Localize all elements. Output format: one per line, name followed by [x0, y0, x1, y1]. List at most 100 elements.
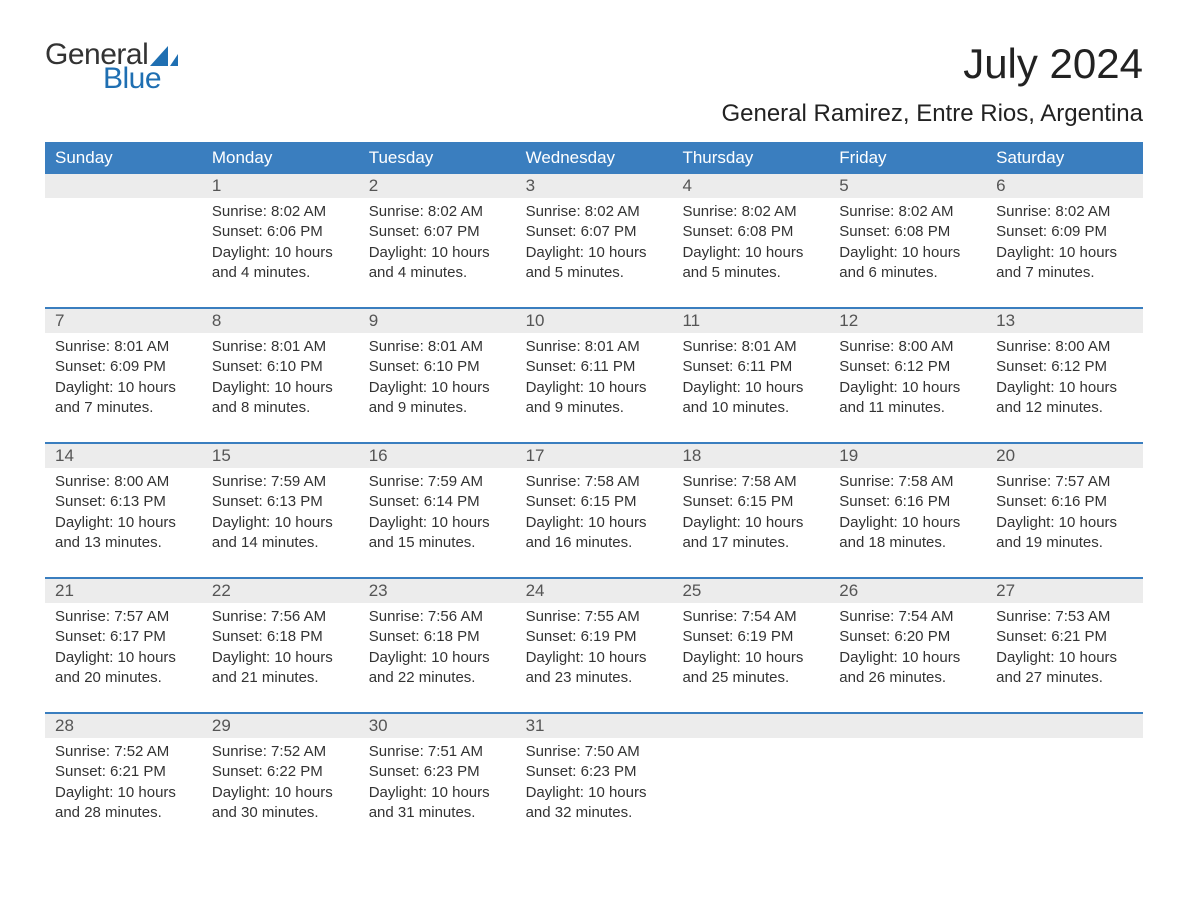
day-sunset: Sunset: 6:10 PM [212, 357, 349, 377]
location: General Ramirez, Entre Rios, Argentina [721, 100, 1143, 128]
day-number-row: 78910111213 [45, 309, 1143, 333]
day-sunrise: Sunrise: 8:02 AM [839, 202, 976, 222]
day-daylight2: and 27 minutes. [996, 668, 1133, 688]
day-sunset: Sunset: 6:07 PM [526, 222, 663, 242]
day-daylight2: and 7 minutes. [996, 263, 1133, 283]
day-daylight2: and 4 minutes. [369, 263, 506, 283]
day-number: 12 [829, 309, 986, 333]
day-daylight2: and 22 minutes. [369, 668, 506, 688]
day-number: 19 [829, 444, 986, 468]
day-daylight1: Daylight: 10 hours [996, 378, 1133, 398]
day-number: 23 [359, 579, 516, 603]
day-details: Sunrise: 8:02 AMSunset: 6:08 PMDaylight:… [829, 198, 986, 283]
day-sunrise: Sunrise: 8:00 AM [996, 337, 1133, 357]
day-daylight1: Daylight: 10 hours [996, 243, 1133, 263]
day-number: 14 [45, 444, 202, 468]
day-sunset: Sunset: 6:12 PM [996, 357, 1133, 377]
day-sunrise: Sunrise: 8:02 AM [212, 202, 349, 222]
day-header: Wednesday [516, 142, 673, 174]
day-number: 16 [359, 444, 516, 468]
header: General Blue July 2024 General Ramirez, … [45, 40, 1143, 128]
day-sunrise: Sunrise: 7:58 AM [839, 472, 976, 492]
day-details: Sunrise: 8:02 AMSunset: 6:07 PMDaylight:… [359, 198, 516, 283]
day-details: Sunrise: 7:56 AMSunset: 6:18 PMDaylight:… [202, 603, 359, 688]
day-number: 28 [45, 714, 202, 738]
day-daylight1: Daylight: 10 hours [526, 243, 663, 263]
day-details: Sunrise: 7:50 AMSunset: 6:23 PMDaylight:… [516, 738, 673, 823]
day-details: Sunrise: 7:58 AMSunset: 6:15 PMDaylight:… [672, 468, 829, 553]
day-details: Sunrise: 7:57 AMSunset: 6:16 PMDaylight:… [986, 468, 1143, 553]
day-sunset: Sunset: 6:13 PM [212, 492, 349, 512]
day-details: Sunrise: 8:01 AMSunset: 6:09 PMDaylight:… [45, 333, 202, 418]
day-daylight2: and 6 minutes. [839, 263, 976, 283]
day-details: Sunrise: 7:52 AMSunset: 6:22 PMDaylight:… [202, 738, 359, 823]
day-details: Sunrise: 7:54 AMSunset: 6:19 PMDaylight:… [672, 603, 829, 688]
day-sunset: Sunset: 6:16 PM [839, 492, 976, 512]
calendar-header-row: Sunday Monday Tuesday Wednesday Thursday… [45, 142, 1143, 174]
day-sunrise: Sunrise: 8:01 AM [55, 337, 192, 357]
day-sunset: Sunset: 6:14 PM [369, 492, 506, 512]
day-number: 18 [672, 444, 829, 468]
day-sunrise: Sunrise: 7:54 AM [839, 607, 976, 627]
logo: General Blue [45, 40, 178, 94]
day-sunset: Sunset: 6:18 PM [369, 627, 506, 647]
day-daylight1: Daylight: 10 hours [212, 378, 349, 398]
day-sunrise: Sunrise: 7:54 AM [682, 607, 819, 627]
day-number-row: 14151617181920 [45, 444, 1143, 468]
day-number: 20 [986, 444, 1143, 468]
day-sunrise: Sunrise: 7:56 AM [369, 607, 506, 627]
day-sunset: Sunset: 6:15 PM [682, 492, 819, 512]
day-daylight2: and 13 minutes. [55, 533, 192, 553]
day-details: Sunrise: 7:54 AMSunset: 6:20 PMDaylight:… [829, 603, 986, 688]
day-number: 21 [45, 579, 202, 603]
day-sunset: Sunset: 6:08 PM [839, 222, 976, 242]
day-daylight1: Daylight: 10 hours [526, 783, 663, 803]
day-details: Sunrise: 7:58 AMSunset: 6:16 PMDaylight:… [829, 468, 986, 553]
day-daylight1: Daylight: 10 hours [839, 648, 976, 668]
day-daylight2: and 21 minutes. [212, 668, 349, 688]
day-daylight1: Daylight: 10 hours [369, 243, 506, 263]
day-details: Sunrise: 7:57 AMSunset: 6:17 PMDaylight:… [45, 603, 202, 688]
day-daylight2: and 23 minutes. [526, 668, 663, 688]
day-daylight1: Daylight: 10 hours [212, 513, 349, 533]
day-details: Sunrise: 7:56 AMSunset: 6:18 PMDaylight:… [359, 603, 516, 688]
day-daylight1: Daylight: 10 hours [212, 783, 349, 803]
day-number: 11 [672, 309, 829, 333]
day-number: 25 [672, 579, 829, 603]
day-daylight2: and 7 minutes. [55, 398, 192, 418]
day-number: 13 [986, 309, 1143, 333]
day-details-row: Sunrise: 8:01 AMSunset: 6:09 PMDaylight:… [45, 333, 1143, 418]
day-number: 31 [516, 714, 673, 738]
day-header: Tuesday [359, 142, 516, 174]
day-details: Sunrise: 7:59 AMSunset: 6:14 PMDaylight:… [359, 468, 516, 553]
day-number: 27 [986, 579, 1143, 603]
day-number: 24 [516, 579, 673, 603]
day-number: 1 [202, 174, 359, 198]
day-daylight2: and 5 minutes. [526, 263, 663, 283]
day-details-row: Sunrise: 7:57 AMSunset: 6:17 PMDaylight:… [45, 603, 1143, 688]
day-details: Sunrise: 8:02 AMSunset: 6:08 PMDaylight:… [672, 198, 829, 283]
day-header: Monday [202, 142, 359, 174]
day-sunrise: Sunrise: 7:52 AM [212, 742, 349, 762]
day-details: Sunrise: 7:59 AMSunset: 6:13 PMDaylight:… [202, 468, 359, 553]
day-number: 8 [202, 309, 359, 333]
day-details: Sunrise: 8:02 AMSunset: 6:07 PMDaylight:… [516, 198, 673, 283]
day-sunset: Sunset: 6:20 PM [839, 627, 976, 647]
day-sunset: Sunset: 6:22 PM [212, 762, 349, 782]
day-sunset: Sunset: 6:06 PM [212, 222, 349, 242]
day-sunrise: Sunrise: 8:01 AM [526, 337, 663, 357]
day-daylight2: and 28 minutes. [55, 803, 192, 823]
day-sunrise: Sunrise: 7:53 AM [996, 607, 1133, 627]
day-daylight1: Daylight: 10 hours [212, 243, 349, 263]
day-sunrise: Sunrise: 8:02 AM [369, 202, 506, 222]
day-number: 10 [516, 309, 673, 333]
day-number [45, 174, 202, 198]
day-number: 2 [359, 174, 516, 198]
day-daylight1: Daylight: 10 hours [996, 648, 1133, 668]
day-daylight2: and 17 minutes. [682, 533, 819, 553]
day-daylight2: and 9 minutes. [369, 398, 506, 418]
day-daylight2: and 8 minutes. [212, 398, 349, 418]
day-number [672, 714, 829, 738]
calendar: Sunday Monday Tuesday Wednesday Thursday… [45, 142, 1143, 823]
day-daylight1: Daylight: 10 hours [369, 513, 506, 533]
